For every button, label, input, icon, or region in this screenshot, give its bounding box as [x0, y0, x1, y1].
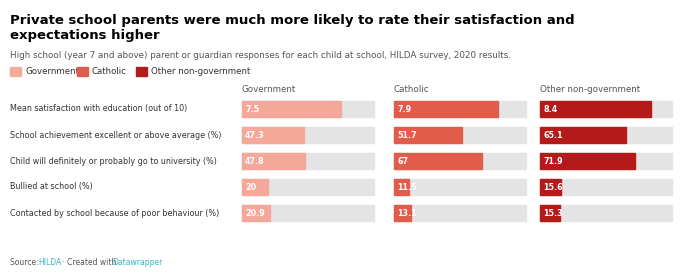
Bar [394, 153, 526, 169]
Text: 51.7: 51.7 [397, 130, 417, 139]
Bar [242, 205, 374, 221]
Text: 67: 67 [397, 156, 408, 165]
Bar [394, 205, 526, 221]
Bar [135, 67, 147, 76]
Bar [394, 127, 526, 143]
Bar [242, 101, 374, 117]
Text: Other non-government: Other non-government [150, 67, 250, 76]
Text: HILDA: HILDA [38, 258, 61, 267]
Text: Government: Government [242, 85, 296, 94]
Text: High school (year 7 and above) parent or guardian responses for each child at sc: High school (year 7 and above) parent or… [10, 51, 511, 60]
Text: 11.5: 11.5 [397, 182, 417, 192]
Text: 20: 20 [245, 182, 256, 192]
Text: Catholic: Catholic [394, 85, 430, 94]
Text: Bullied at school (%): Bullied at school (%) [10, 182, 92, 192]
Bar [540, 205, 560, 221]
Text: Datawrapper: Datawrapper [112, 258, 163, 267]
Bar [394, 153, 482, 169]
Bar [540, 127, 672, 143]
Bar [242, 127, 305, 143]
Bar [242, 179, 374, 195]
Text: 15.6: 15.6 [543, 182, 562, 192]
Bar [540, 205, 672, 221]
Text: School achievement excellent or above average (%): School achievement excellent or above av… [10, 130, 222, 139]
Text: 13.1: 13.1 [397, 209, 417, 218]
Text: 8.4: 8.4 [543, 104, 557, 113]
Bar [394, 205, 411, 221]
Text: 7.9: 7.9 [397, 104, 411, 113]
Bar [540, 179, 560, 195]
Bar [394, 101, 526, 117]
Text: 65.1: 65.1 [543, 130, 562, 139]
Text: Private school parents were much more likely to rate their satisfaction and
expe: Private school parents were much more li… [10, 14, 575, 42]
Bar [394, 179, 409, 195]
Bar [242, 179, 269, 195]
Bar [540, 101, 672, 117]
Text: 7.5: 7.5 [245, 104, 259, 113]
Bar [242, 205, 269, 221]
Text: 47.8: 47.8 [245, 156, 265, 165]
Text: Catholic: Catholic [92, 67, 127, 76]
Bar [242, 101, 341, 117]
Bar [394, 101, 498, 117]
Bar [242, 153, 374, 169]
Bar [540, 179, 672, 195]
Bar [242, 127, 374, 143]
Bar [242, 153, 305, 169]
Bar [540, 101, 651, 117]
Text: 20.9: 20.9 [245, 209, 265, 218]
Text: Government: Government [25, 67, 79, 76]
Bar [540, 153, 672, 169]
Text: · Created with: · Created with [60, 258, 119, 267]
Text: Other non-government: Other non-government [540, 85, 640, 94]
Text: 15.3: 15.3 [543, 209, 562, 218]
Bar [540, 153, 635, 169]
Text: 47.3: 47.3 [245, 130, 265, 139]
Text: Mean satisfaction with education (out of 10): Mean satisfaction with education (out of… [10, 104, 187, 113]
Bar [540, 127, 626, 143]
Bar [77, 67, 88, 76]
Text: 71.9: 71.9 [543, 156, 562, 165]
Bar [394, 179, 526, 195]
Text: Contacted by school because of poor behaviour (%): Contacted by school because of poor beha… [10, 209, 219, 218]
Text: Source:: Source: [10, 258, 41, 267]
Text: Child will definitely or probably go to university (%): Child will definitely or probably go to … [10, 156, 217, 165]
Bar [10, 67, 21, 76]
Bar [394, 127, 462, 143]
